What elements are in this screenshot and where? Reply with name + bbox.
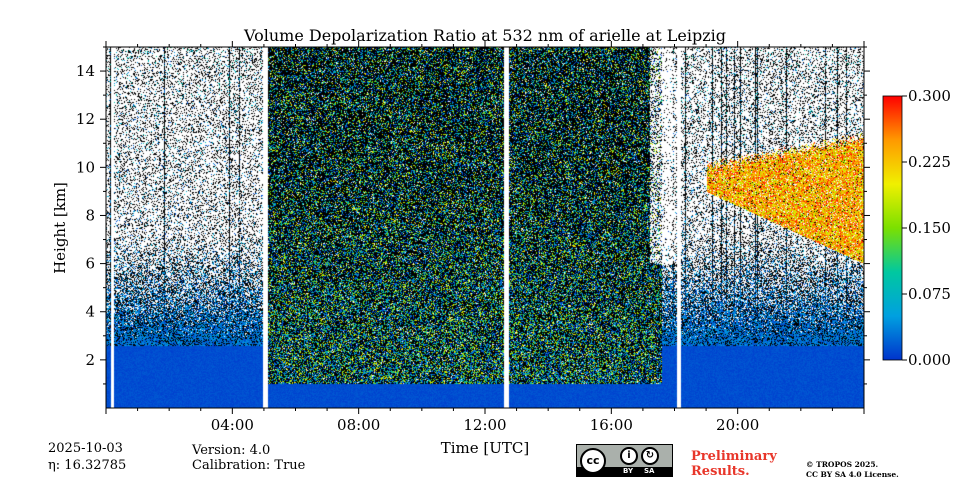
colorbar xyxy=(882,95,903,361)
depolarization-heatmap-image xyxy=(106,47,864,408)
colorbar-tick-label: 0.225 xyxy=(908,153,951,171)
y-axis: 2 4 6 8 10 12 14 xyxy=(76,46,870,385)
cc-license-badge: cc i ↻ BY SA xyxy=(576,444,673,477)
colorbar-tick-label: 0.000 xyxy=(908,351,951,369)
cc-badge-strip xyxy=(577,467,672,476)
y-tick-label: 8 xyxy=(85,206,95,224)
y-tick-label: 4 xyxy=(85,303,95,321)
date-label: 2025-10-03 xyxy=(48,441,123,456)
sa-share-icon: ↻ xyxy=(641,447,659,465)
sa-label: SA xyxy=(644,467,655,475)
colorbar-ticks: 0.000 0.075 0.150 0.225 0.300 xyxy=(902,87,951,369)
y-tick-label: 14 xyxy=(76,62,95,80)
x-tick-label: 08:00 xyxy=(337,416,380,434)
eta-label: η: 16.32785 xyxy=(48,458,127,473)
colorbar-tick-label: 0.075 xyxy=(908,285,951,303)
x-tick-label: 20:00 xyxy=(716,416,759,434)
preliminary-label: Preliminary xyxy=(691,449,777,464)
y-tick-label: 6 xyxy=(85,255,95,273)
by-label: BY xyxy=(623,467,634,475)
calibration-label: Calibration: True xyxy=(192,458,306,473)
copyright-line-2: CC BY SA 4.0 License. xyxy=(806,470,899,479)
y-tick-label: 12 xyxy=(76,110,95,128)
x-tick-label: 04:00 xyxy=(211,416,254,434)
copyright-line-1: © TROPOS 2025. xyxy=(806,460,879,469)
x-tick-label: 16:00 xyxy=(590,416,633,434)
y-tick-label: 2 xyxy=(85,351,95,369)
y-axis-label: Height [km] xyxy=(51,182,69,274)
heatmap-area xyxy=(106,47,864,408)
chart-title: Volume Depolarization Ratio at 532 nm of… xyxy=(243,26,726,45)
results-label: Results. xyxy=(691,464,750,479)
by-person-icon: i xyxy=(620,447,638,465)
cc-icon: cc xyxy=(580,448,606,474)
x-tick-label: 12:00 xyxy=(463,416,506,434)
x-axis: 04:00 08:00 12:00 16:00 20:00 xyxy=(105,41,865,434)
colorbar-tick-label: 0.300 xyxy=(908,87,951,105)
version-label: Version: 4.0 xyxy=(192,443,271,458)
colorbar-tick-label: 0.150 xyxy=(908,219,951,237)
y-tick-label: 10 xyxy=(76,158,95,176)
x-axis-label: Time [UTC] xyxy=(441,439,530,457)
